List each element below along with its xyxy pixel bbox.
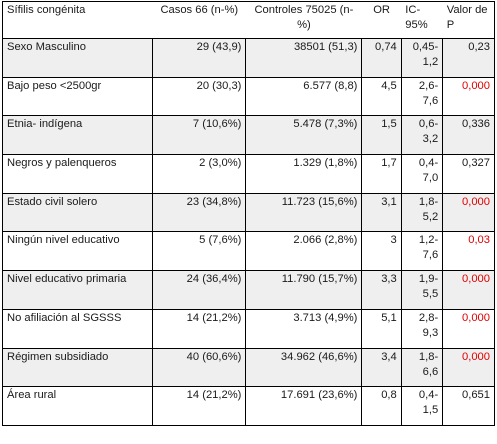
cell-controles: 17.691 (23,6%) [245,386,363,426]
table-row: Bajo peso <2500gr 20 (30,3) 6.577 (8,8) … [1,76,495,117]
table-row: Etnia- indígena 7 (10,6%) 5.478 (7,3%) 1… [1,115,495,156]
table-row: Sexo Masculino 29 (43,9) 38501 (51,3) 0,… [1,38,495,78]
cell-ic: 1,8-5,2 [400,192,444,233]
cell-controles: 6.577 (8,8) [245,76,363,117]
cell-controles: 34.962 (46,6%) [245,347,363,388]
cell-variable: Negros y palenqueros [1,154,154,194]
cell-p-value: 0,327 [442,154,495,194]
cell-or: 1,7 [361,154,402,194]
cell-ic: 0,4-1,5 [400,386,444,426]
cell-controles: 11.790 (15,7%) [245,270,363,310]
cell-variable: No afiliación al SGSSS [1,308,154,349]
cell-variable: Régimen subsidiado [1,347,154,388]
cell-ic: 1,2-7,6 [400,231,444,272]
cell-variable: Nivel educativo primaria [1,270,154,310]
cell-or: 1,5 [361,115,402,156]
cell-or: 3 [361,231,402,272]
cell-ic: 2,6-7,6 [400,76,444,117]
header-controles: Controles 75025 (n-%) [245,1,362,39]
cell-p-value: 0,336 [442,115,495,156]
cell-or: 0,8 [361,386,402,426]
cell-ic: 1,8-6,6 [400,347,444,388]
cell-or: 4,5 [361,76,402,117]
table-row: Ningún nivel educativo 5 (7,6%) 2.066 (2… [1,231,495,272]
cell-p-value: 0,000 [442,270,495,310]
cell-controles: 1.329 (1,8%) [245,154,363,194]
cell-p-value: 0,000 [442,347,495,388]
cell-casos: 20 (30,3) [152,76,247,117]
cell-casos: 23 (34,8%) [152,192,247,233]
table-row: Estado civil solero 23 (34,8%) 11.723 (1… [1,192,495,233]
cell-or: 3,1 [361,192,402,233]
header-casos: Casos 66 (n-%) [152,1,246,39]
cell-casos: 14 (21,2%) [152,386,247,426]
cell-controles: 3.713 (4,9%) [245,308,363,349]
cell-casos: 29 (43,9) [152,38,247,78]
table-row: Régimen subsidiado 40 (60,6%) 34.962 (46… [1,347,495,388]
header-or: OR [361,1,402,39]
table-row: No afiliación al SGSSS 14 (21,2%) 3.713 … [1,308,495,349]
cell-ic: 2,8-9,3 [400,308,444,349]
header-variable: Sífilis congénita [1,1,153,39]
cell-controles: 38501 (51,3) [245,38,363,78]
cell-or: 3,3 [361,270,402,310]
cell-casos: 2 (3,0%) [152,154,247,194]
cell-variable: Estado civil solero [1,192,154,233]
cell-variable: Área rural [1,386,154,426]
cell-ic: 0,6-3,2 [400,115,444,156]
cell-variable: Etnia- indígena [1,115,154,156]
cell-casos: 40 (60,6%) [152,347,247,388]
cell-casos: 5 (7,6%) [152,231,247,272]
cell-or: 5,1 [361,308,402,349]
cell-ic: 0,45-1,2 [400,38,444,78]
cell-controles: 5.478 (7,3%) [245,115,363,156]
cell-variable: Sexo Masculino [1,38,154,78]
cell-casos: 14 (21,2%) [152,308,247,349]
cell-controles: 2.066 (2,8%) [245,231,363,272]
cell-or: 0,74 [361,38,402,78]
table-row: Nivel educativo primaria 24 (36,4%) 11.7… [1,270,495,310]
cell-casos: 7 (10,6%) [152,115,247,156]
table-row: Negros y palenqueros 2 (3,0%) 1.329 (1,8… [1,154,495,194]
cell-p-value: 0,000 [442,308,495,349]
header-row: Sífilis congénita Casos 66 (n-%) Control… [1,1,495,39]
cell-or: 3,4 [361,347,402,388]
table-body: Sexo Masculino 29 (43,9) 38501 (51,3) 0,… [1,38,495,426]
cell-casos: 24 (36,4%) [152,270,247,310]
cell-p-value: 0,651 [442,386,495,426]
cell-ic: 0,4-7,0 [400,154,444,194]
cell-ic: 1,9-5,5 [400,270,444,310]
cell-controles: 11.723 (15,6%) [245,192,363,233]
cell-p-value: 0,23 [442,38,495,78]
cell-variable: Ningún nivel educativo [1,231,154,272]
cell-p-value: 0,03 [442,231,495,272]
cell-variable: Bajo peso <2500gr [1,76,154,117]
table-row: Área rural 14 (21,2%) 17.691 (23,6%) 0,8… [1,386,495,426]
cell-p-value: 0,000 [442,192,495,233]
cell-p-value: 0,000 [442,76,495,117]
results-table: Sífilis congénita Casos 66 (n-%) Control… [1,1,495,426]
header-ic: IC-95% [401,1,443,39]
header-p-value: Valor de P [442,1,495,39]
